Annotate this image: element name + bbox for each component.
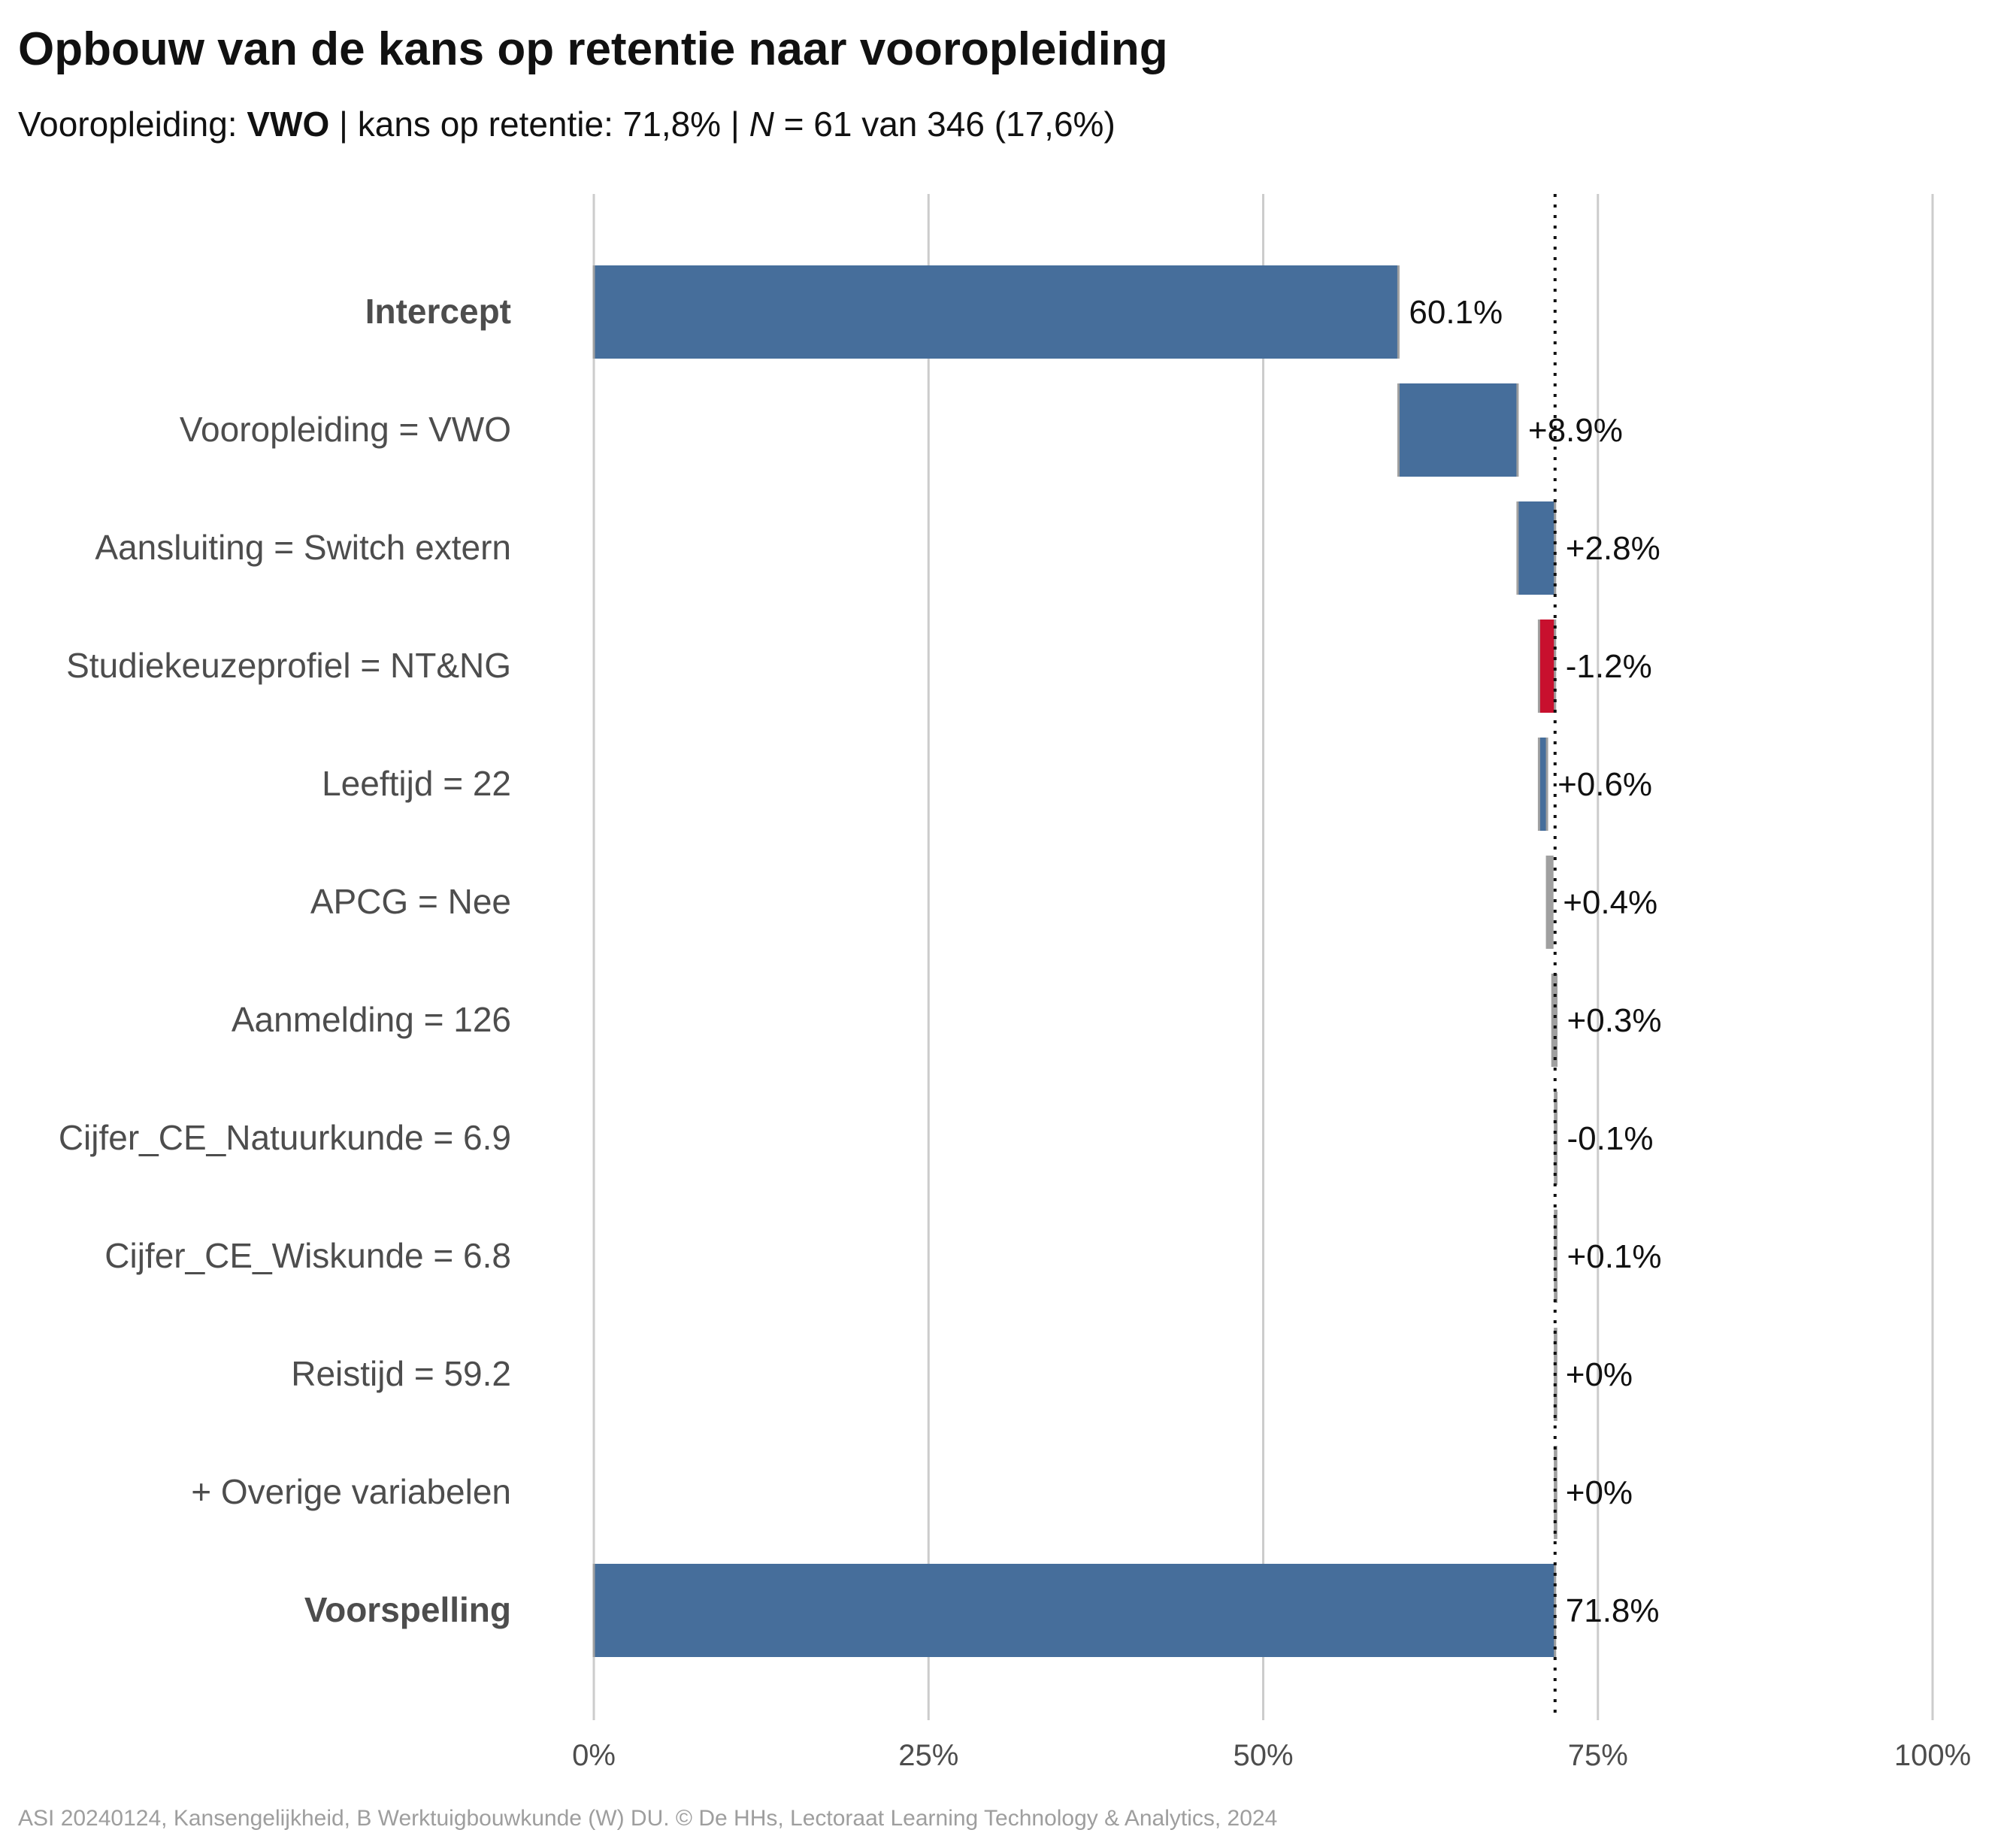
row-label: Studiekeuzeprofiel = NT&NG	[66, 646, 511, 685]
subtitle-prefix: Vooropleiding:	[18, 105, 247, 144]
bar	[1552, 974, 1557, 1067]
value-label: +0.4%	[1563, 884, 1657, 921]
value-label: +0.3%	[1567, 1002, 1662, 1039]
row-label: Intercept	[365, 292, 511, 331]
value-label: +8.9%	[1528, 412, 1623, 449]
value-label: +0.6%	[1557, 766, 1652, 803]
x-tick-label: 25%	[898, 1739, 958, 1772]
value-label: -0.1%	[1567, 1120, 1654, 1157]
x-tick-label: 50%	[1233, 1739, 1293, 1772]
bar	[1539, 620, 1555, 713]
value-label: +2.8%	[1566, 530, 1660, 567]
value-label: -1.2%	[1566, 648, 1652, 685]
row-label: Cijfer_CE_Natuurkunde = 6.9	[59, 1118, 511, 1157]
row-label: Vooropleiding = VWO	[180, 410, 511, 449]
value-label: +0%	[1566, 1356, 1633, 1393]
chart-title: Opbouw van de kans op retentie naar voor…	[18, 23, 1168, 75]
row-label: Leeftijd = 22	[322, 764, 511, 803]
x-tick-label: 0%	[572, 1739, 616, 1772]
value-labels: 60.1% +8.9% +2.8% -1.2% +0.6% +0.4% +0.3% -0.1%…	[1409, 294, 1661, 1629]
row-label: Voorspelling	[304, 1590, 511, 1629]
subtitle-n-symbol: N	[749, 105, 774, 144]
bar	[1517, 501, 1555, 595]
subtitle-n-text: = 61 van 346 (17,6%)	[773, 105, 1116, 144]
bar	[1547, 856, 1553, 949]
grid-lines	[592, 194, 1934, 1720]
row-label: Reistijd = 59.2	[291, 1354, 511, 1393]
chart-subtitle: Vooropleiding: VWO | kans op retentie: 7…	[18, 104, 1116, 144]
subtitle-sep1: | kans op retentie:	[329, 105, 623, 144]
row-label: Aansluiting = Switch extern	[95, 528, 511, 567]
subtitle-sep2: |	[721, 105, 749, 144]
value-label: +0.1%	[1567, 1238, 1662, 1275]
x-tick-label: 75%	[1568, 1739, 1628, 1772]
row-labels: Intercept Vooropleiding = VWO Aansluiting …	[59, 292, 511, 1629]
row-label: Aanmelding = 126	[232, 1000, 511, 1039]
subtitle-kans: 71,8%	[622, 105, 722, 144]
bar	[1539, 738, 1548, 831]
row-label: APCG = Nee	[310, 882, 511, 921]
value-label: 60.1%	[1409, 294, 1503, 331]
x-tick-label: 100%	[1894, 1739, 1971, 1772]
value-label: +0%	[1566, 1474, 1633, 1511]
chart-caption: ASI 20240124, Kansengelijkheid, B Werktu…	[18, 1806, 1278, 1831]
subtitle-group: VWO	[247, 105, 330, 144]
x-axis-ticks: 0% 25% 50% 75% 100%	[572, 1739, 1971, 1772]
bar	[594, 1564, 1555, 1657]
bar	[1398, 383, 1518, 477]
row-label: + Overige variabelen	[191, 1472, 511, 1511]
bar	[594, 265, 1399, 359]
row-label: Cijfer_CE_Wiskunde = 6.8	[104, 1236, 511, 1275]
value-label: 71.8%	[1566, 1592, 1660, 1629]
bars	[592, 265, 1558, 1657]
